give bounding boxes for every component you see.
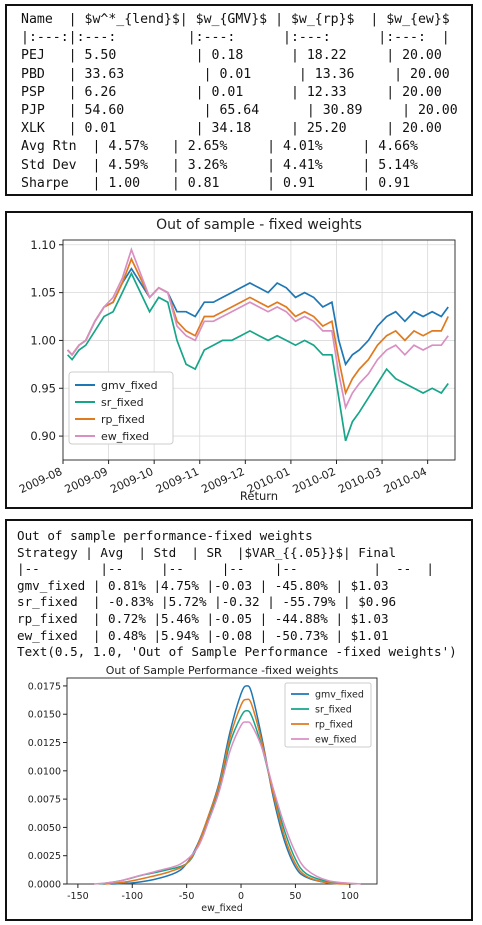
y-tick-label: 0.0075 [28,795,61,806]
x-tick-label: 2009-08 [17,465,64,496]
x-tick-label: 2010-04 [382,465,429,496]
legend-label: gmv_fixed [101,379,158,392]
weights-table-line: Avg Rtn | 4.57% | 2.65% | 4.01% | 4.66% [21,139,418,155]
chart-title: Out of Sample Performance -fixed weights [106,664,339,677]
x-tick-label: 2010-02 [291,465,338,496]
y-tick-label: 0.0050 [28,823,61,834]
x-tick-label: -50 [179,891,195,902]
y-tick-label: 0.0125 [28,738,61,749]
legend-label: rp_fixed [315,720,353,731]
legend-label: sr_fixed [315,705,352,716]
y-tick-label: 0.95 [30,381,56,395]
x-tick-label: 50 [289,891,301,902]
y-tick-label: 0.0175 [28,681,61,692]
legend-box [68,371,174,445]
weights-table-line: Name | $w^*_{lend}$| $w_{GMV}$ | $w_{rp}… [21,12,450,27]
weights-table-line: |:---:|:---: |:---: |:---: |:---: | [21,30,450,46]
weights-table-line: PJP | 54.60 | 65.64 | 30.89 | 20.00 [21,103,458,118]
x-tick-label: 100 [341,891,359,902]
y-tick-label: 1.05 [30,286,56,300]
x-tick-label: -150 [67,891,89,902]
series-line-sr_fixed [66,271,449,442]
performance-table-line: Out of sample performance-fixed weights [17,528,313,543]
x-axis-label: Return [240,489,278,503]
weights-table-line: PSP | 6.26 | 0.01 | 12.33 | 20.00 [21,84,442,100]
x-axis-label: ew_fixed [201,903,243,914]
density-line-rp_fixed [105,698,350,885]
legend-label: sr_fixed [101,396,144,409]
performance-table-line: gmv_fixed | 0.81% |4.75% |-0.03 | -45.80… [17,577,389,593]
weights-table-line: PBD | 33.63 | 0.01 | 13.36 | 20.00 [21,66,450,82]
x-tick-label: 0 [238,891,244,902]
series-line-rp_fixed [66,256,449,396]
x-tick-label: 2009-11 [154,465,201,496]
performance-table-line: sr_fixed | -0.83% |5.72% |-0.32 | -55.79… [17,594,397,610]
performance-table-line: |-- |-- |-- |-- |-- | -- | [17,561,435,577]
y-tick-label: 0.0150 [28,710,61,721]
y-tick-label: 0.90 [30,429,56,443]
fixed-weights-chart-panel: 0.90 0.95 1.00 1.05 1.10 2009-08 2009-09 2009-1… [5,211,473,509]
series-line-ew_fixed [66,247,449,411]
legend-label: ew_fixed [315,735,357,746]
y-tick-label: 1.00 [30,333,56,347]
performance-density-chart: 0.0000 0.0025 0.0050 0.0075 0.0100 0.0125 0.01… [28,664,378,914]
weights-table-panel: Name | $w^*_{lend}$| $w_{GMV}$ | $w_{rp}… [5,4,473,196]
legend-label: ew_fixed [101,430,149,443]
performance-table-line: rp_fixed | 0.72% |5.46% |-0.05 | -44.88%… [17,611,389,626]
chart-title: Out of sample - fixed weights [156,217,362,233]
x-tick-label: 2010-03 [336,465,383,496]
weights-table-line: XLK | 0.01 | 34.18 | 25.20 | 20.00 [21,121,442,137]
legend-box [284,682,372,748]
density-line-ew_fixed [94,721,361,885]
legend-label: rp_fixed [101,413,145,426]
legend-label: gmv_fixed [315,690,364,701]
performance-table-line: Text(0.5, 1.0, 'Out of Sample Performanc… [17,644,457,660]
performance-table-line: Strategy | Avg | Std | SR |$VAR_{{.05}}$… [17,544,397,560]
y-tick-label: 1.10 [30,238,56,252]
series-line-gmv_fixed [66,267,449,367]
density-line-sr_fixed [99,710,350,885]
density-line-gmv_fixed [110,685,350,885]
x-tick-label: -100 [121,891,143,902]
weights-table-line: Sharpe | 1.00 | 0.81 | 0.91 | 0.91 [21,175,411,191]
x-tick-label: 2009-09 [63,465,110,496]
y-tick-label: 0.0100 [28,766,61,777]
weights-table-line: PEJ | 5.50 | 0.18 | 18.22 | 20.00 [21,48,442,64]
y-tick-label: 0.0000 [28,880,61,891]
performance-panel: 0.0000 0.0025 0.0050 0.0075 0.0100 0.0125 0.01… [5,519,473,921]
plot-frame [62,239,456,461]
performance-table-line: ew_fixed | 0.48% |5.94% |-0.08 | -50.73%… [17,627,389,643]
x-tick-label: 2009-10 [108,465,155,496]
weights-table-line: Std Dev | 4.59% | 3.26% | 4.41% | 5.14% [21,157,418,173]
y-tick-label: 0.0025 [28,851,61,862]
fixed-weights-line-chart: 0.900.951.001.051.102009-082009-092009-1… [17,217,456,503]
